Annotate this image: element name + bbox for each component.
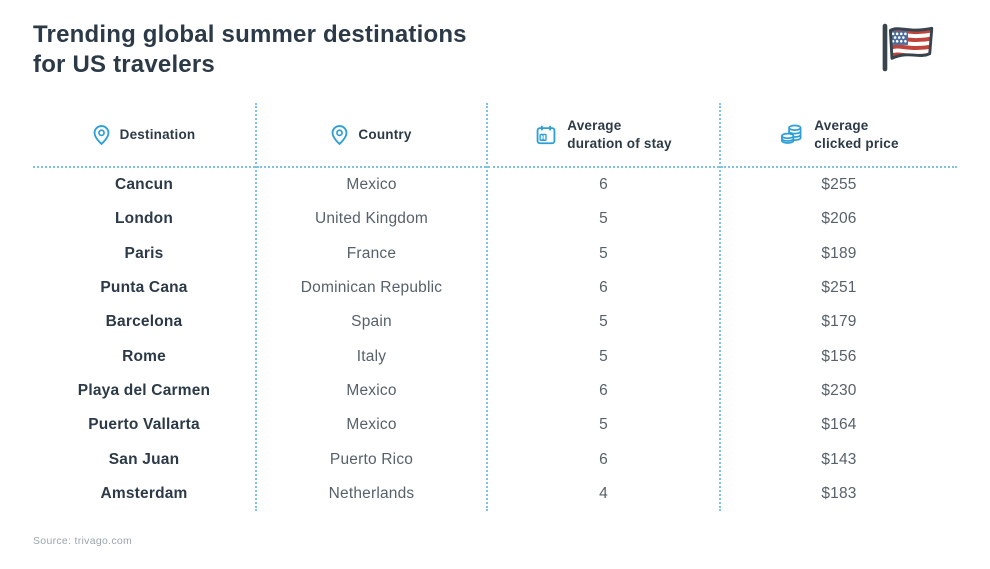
page-title: Trending global summer destinations for … (33, 20, 467, 79)
column-country: Country Mexico United Kingdom France Dom… (257, 103, 488, 511)
destination-cell: London (114, 210, 173, 228)
duration-cell: 5 (599, 347, 608, 365)
price-cell: $156 (821, 347, 857, 365)
price-cell: $164 (821, 416, 857, 434)
source-note: Source: trivago.com (33, 535, 133, 547)
duration-cell: 5 (599, 416, 608, 434)
price-cell: $189 (821, 244, 857, 262)
country-cell: Netherlands (328, 484, 415, 502)
price-cell: $255 (821, 176, 857, 194)
country-cell: France (346, 244, 397, 262)
svg-text:1: 1 (542, 135, 546, 141)
country-cell: Mexico (346, 416, 397, 434)
price-cell: $183 (821, 484, 857, 502)
us-flag-icon (878, 20, 938, 76)
destination-cell: Rome (122, 347, 166, 365)
coins-icon (779, 123, 804, 146)
page-title-line1: Trending global summer destinations (33, 21, 467, 48)
location-pin-icon (93, 124, 110, 146)
destinations-table: Destination Cancun London Paris Punta Ca… (33, 103, 957, 511)
location-pin-icon (331, 124, 348, 146)
country-cell: Dominican Republic (300, 279, 443, 297)
destination-cell: San Juan (108, 450, 180, 468)
column-header-duration: 1 Average duration of stay (488, 103, 719, 168)
price-cell: $179 (821, 313, 857, 331)
page-title-line2: for US travelers (33, 50, 215, 78)
country-cell: United Kingdom (314, 210, 429, 228)
duration-cell: 6 (599, 279, 608, 297)
destination-cell: Amsterdam (100, 484, 188, 502)
duration-cell: 4 (599, 484, 608, 502)
destination-cell: Cancun (114, 176, 174, 194)
price-cell: $206 (821, 210, 857, 228)
calendar-icon: 1 (535, 124, 557, 146)
column-header-label: Destination (119, 127, 196, 142)
column-header-destination: Destination (33, 103, 255, 168)
column-header-label: Country (358, 127, 412, 142)
destination-cell: Barcelona (105, 313, 183, 331)
country-cell: Mexico (346, 381, 397, 399)
destination-cell: Paris (124, 244, 164, 262)
price-cell: $230 (821, 381, 857, 399)
duration-cell: 6 (599, 381, 608, 399)
duration-cell: 5 (599, 244, 608, 262)
column-header-country: Country (257, 103, 486, 168)
destination-cell: Punta Cana (100, 279, 188, 297)
duration-cell: 5 (599, 210, 608, 228)
duration-cell: 6 (599, 450, 608, 468)
country-cell: Mexico (346, 176, 397, 194)
country-cell: Spain (351, 313, 392, 331)
country-cell: Italy (356, 347, 387, 365)
column-header-label: Average clicked price (814, 117, 899, 151)
column-header-label: Average duration of stay (567, 117, 672, 151)
column-price: Average clicked price $255 $206 $189 $25… (721, 103, 957, 511)
price-cell: $251 (821, 279, 857, 297)
column-header-price: Average clicked price (721, 103, 957, 168)
duration-cell: 6 (599, 176, 608, 194)
destination-cell: Playa del Carmen (77, 381, 211, 399)
column-destination: Destination Cancun London Paris Punta Ca… (33, 103, 257, 511)
destination-cell: Puerto Vallarta (88, 416, 200, 434)
price-cell: $143 (821, 450, 857, 468)
column-duration: 1 Average duration of stay 6 5 5 6 5 5 6… (488, 103, 721, 511)
country-cell: Puerto Rico (329, 450, 414, 468)
duration-cell: 5 (599, 313, 608, 331)
